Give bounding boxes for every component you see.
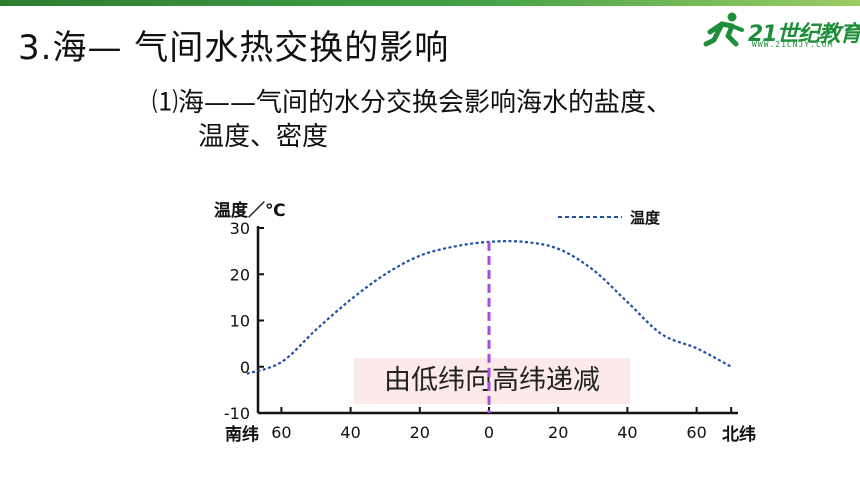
- x-tick-label: 60: [271, 423, 291, 442]
- slide-title: 3.海— 气间水热交换的影响: [18, 28, 450, 68]
- x-axis-label-north: 北纬: [722, 424, 756, 445]
- brand-logo: 21世纪教育 WWW.21CNJY.COM: [702, 10, 860, 52]
- x-tick-label: 60: [686, 423, 706, 442]
- y-tick-label: 0: [240, 358, 250, 377]
- subtitle-line-1: ⑴海——气间的水分交换会影响海水的盐度、: [152, 88, 673, 118]
- y-tick-label: -10: [224, 404, 250, 423]
- annotation-text: 由低纬向高纬递减: [384, 365, 600, 396]
- annotation-box: [354, 358, 630, 404]
- logo-url: WWW.21CNJY.COM: [752, 40, 834, 49]
- top-accent-bar: [0, 0, 860, 6]
- x-tick-label: 0: [484, 423, 494, 442]
- y-tick-label: 20: [230, 265, 250, 284]
- subtitle: ⑴海——气间的水分交换会影响海水的盐度、 温度、密度: [152, 86, 752, 154]
- chart-marks: [246, 240, 732, 375]
- x-tick-label: 40: [340, 423, 360, 442]
- legend-label: 温度: [630, 209, 661, 227]
- subtitle-line-2: 温度、密度: [198, 122, 329, 152]
- x-tick-label: 20: [548, 423, 568, 442]
- temperature-series-line: [246, 240, 732, 375]
- x-tick-label: 20: [410, 423, 430, 442]
- y-tick-label: 10: [230, 312, 250, 331]
- y-axis-label: 温度／℃: [214, 200, 286, 221]
- chart-ticks: -10 0 10 20 30 60 40 20 0 20 40 60: [224, 219, 733, 442]
- y-tick-label: 30: [230, 219, 250, 238]
- x-axis-label-south: 南纬: [225, 424, 259, 445]
- runner-logo-icon: [703, 12, 744, 47]
- x-tick-label: 40: [617, 423, 637, 442]
- logo-text: 21世纪教育: [748, 22, 860, 47]
